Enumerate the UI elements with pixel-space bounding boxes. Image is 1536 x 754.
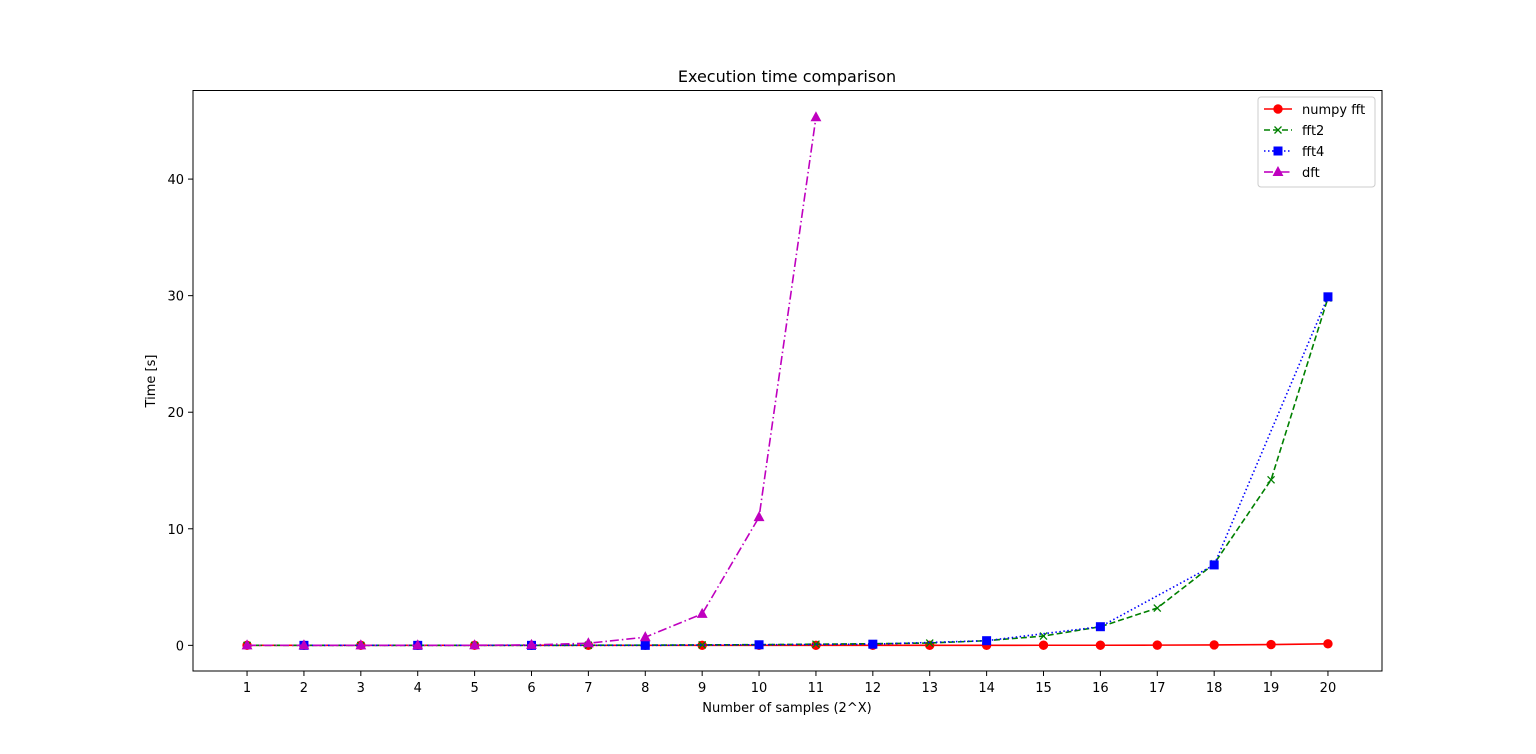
data-point-3: [696, 607, 708, 618]
legend-label: fft2: [1302, 124, 1324, 139]
data-point-3: [298, 639, 310, 650]
data-point-1-stroke-b: [1039, 632, 1048, 640]
y-tick-label: 20: [167, 406, 184, 421]
x-tick-label: 11: [808, 681, 825, 696]
data-point-0: [1038, 640, 1049, 650]
data-point-3: [241, 639, 253, 650]
data-point-2: [1209, 560, 1219, 570]
data-point-2: [868, 639, 878, 649]
x-tick-label: 4: [414, 681, 422, 696]
data-point-1: [1039, 632, 1048, 640]
y-tick-label: 0: [176, 639, 184, 654]
x-tick-label: 5: [470, 681, 478, 696]
y-tick-label: 40: [167, 173, 184, 188]
x-tick-label: 19: [1263, 681, 1280, 696]
data-point-3: [412, 639, 424, 650]
series-line-1: [247, 297, 1329, 647]
data-point-2: [982, 636, 992, 646]
data-point-0: [1209, 640, 1219, 650]
x-tick-label: 20: [1320, 681, 1337, 696]
x-tick-label: 1: [243, 681, 251, 696]
data-point-2: [1323, 292, 1333, 302]
data-point-0: [1095, 640, 1106, 650]
data-point-0: [1152, 640, 1162, 650]
x-tick-label: 2: [300, 681, 308, 696]
data-point-3: [355, 639, 367, 650]
y-tick-label: 30: [167, 290, 184, 305]
data-point-0: [1323, 639, 1333, 649]
legend-box: [1257, 96, 1376, 188]
data-point-2: [754, 640, 764, 650]
data-point-3: [753, 511, 765, 522]
x-tick-label: 6: [527, 681, 535, 696]
legend: numpy fft fft2 fft4 dft: [1257, 96, 1376, 188]
data-point-1: [925, 639, 934, 647]
x-tick-label: 8: [641, 681, 649, 696]
data-point-1-stroke-b: [698, 640, 707, 649]
data-point-3: [810, 111, 822, 122]
data-point-3: [639, 631, 651, 642]
x-tick-label: 3: [357, 681, 365, 696]
legend-marker-stroke-b: [1274, 126, 1282, 134]
plot-area: [241, 111, 1333, 651]
legend-marker: [1272, 165, 1284, 176]
data-point-0: [811, 640, 821, 651]
y-axis-label: Time [s]: [144, 355, 159, 409]
legend-marker: [1273, 146, 1283, 156]
legend-label: numpy fft: [1302, 103, 1365, 118]
data-point-1-stroke-b: [1267, 475, 1276, 484]
data-point-3: [582, 637, 594, 648]
plot-frame: [192, 90, 1383, 672]
series-3: [241, 111, 822, 650]
x-tick-label: 9: [698, 681, 706, 696]
x-tick-label: 10: [751, 681, 768, 696]
x-tick-label: 13: [921, 681, 938, 696]
x-tick-label: 7: [584, 681, 592, 696]
data-point-2: [640, 640, 650, 650]
x-tick-label: 15: [1035, 681, 1052, 696]
legend-marker: [1274, 126, 1282, 134]
legend-marker: [1273, 104, 1283, 114]
data-point-1: [1267, 475, 1276, 484]
x-axis-label: Number of samples (2^X): [702, 701, 871, 716]
legend-label: fft4: [1302, 145, 1324, 160]
x-tick-label: 14: [978, 681, 995, 696]
data-point-3: [526, 638, 537, 649]
x-tick-label: 18: [1206, 681, 1223, 696]
x-tick-label: 16: [1092, 681, 1109, 696]
data-point-2: [1095, 622, 1105, 632]
data-point-0: [1266, 639, 1276, 650]
x-tick-label: 12: [865, 681, 882, 696]
data-point-1-stroke-b: [1153, 604, 1162, 613]
legend-label: dft: [1302, 166, 1320, 181]
series-line-2: [303, 296, 1329, 647]
chart-title: Execution time comparison: [678, 67, 896, 86]
y-tick-label: 10: [167, 523, 184, 538]
data-point-1: [698, 640, 707, 649]
x-tick-label: 17: [1149, 681, 1166, 696]
data-point-1: [1153, 604, 1162, 613]
data-point-3: [469, 639, 481, 650]
data-point-1-stroke-b: [925, 639, 934, 647]
